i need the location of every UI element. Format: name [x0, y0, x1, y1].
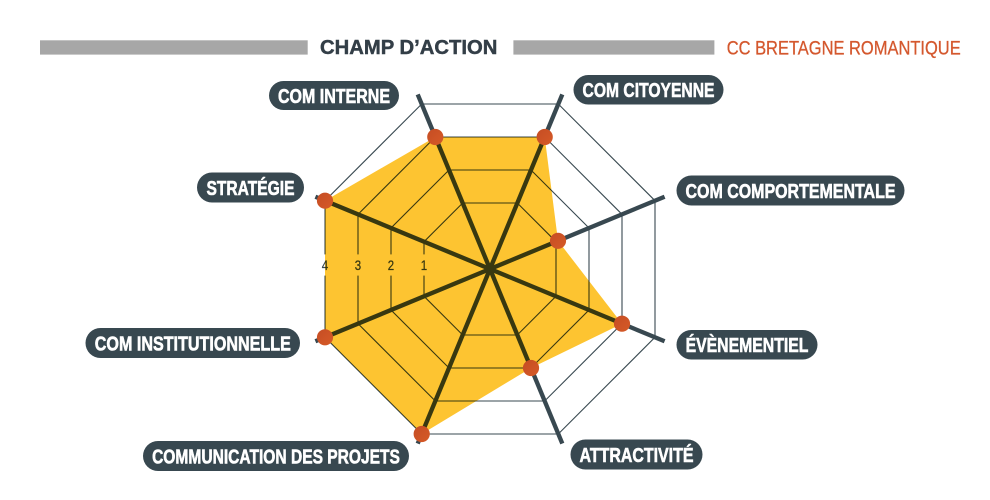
svg-text:COM COMPORTEMENTALE: COM COMPORTEMENTALE	[685, 180, 895, 202]
svg-text:CC BRETAGNE ROMANTIQUE: CC BRETAGNE ROMANTIQUE	[727, 37, 961, 59]
svg-text:COM CITOYENNE: COM CITOYENNE	[583, 79, 715, 101]
svg-text:COM INTERNE: COM INTERNE	[278, 85, 390, 107]
svg-text:ÉVÈNEMENTIEL: ÉVÈNEMENTIEL	[686, 333, 809, 356]
svg-text:CHAMP D’ACTION: CHAMP D’ACTION	[320, 37, 497, 59]
svg-text:ATTRACTIVITÉ: ATTRACTIVITÉ	[580, 443, 694, 466]
svg-text:COMMUNICATION DES PROJETS: COMMUNICATION DES PROJETS	[152, 445, 400, 467]
svg-text:COM INSTITUTIONNELLE: COM INSTITUTIONNELLE	[95, 333, 291, 355]
svg-text:STRATÉGIE: STRATÉGIE	[207, 176, 295, 199]
